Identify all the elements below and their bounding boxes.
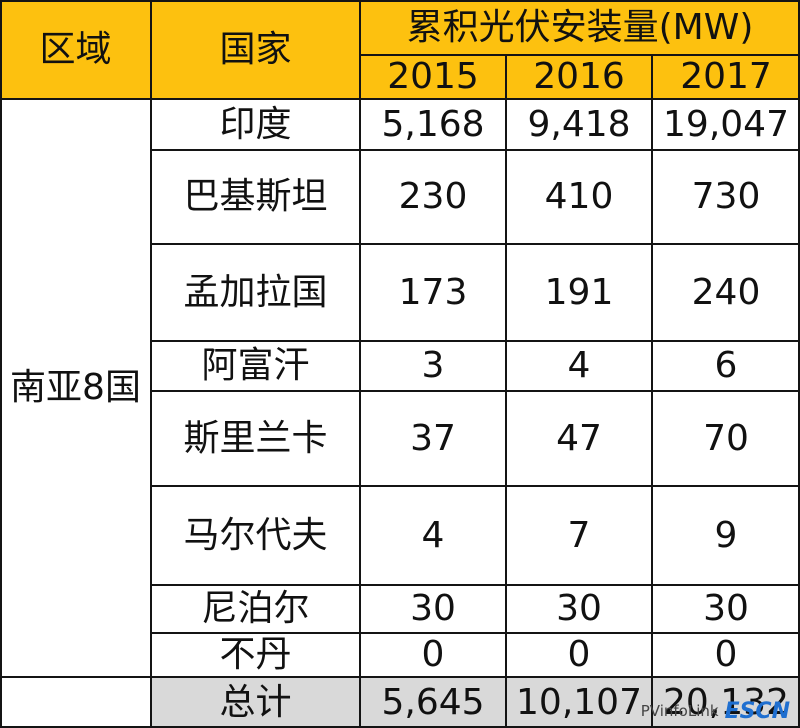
- country-name: 尼泊尔: [201, 588, 310, 629]
- table-cell-value: 0: [567, 634, 591, 675]
- country-name: 斯里兰卡: [183, 417, 328, 459]
- total-value-2017: 20,132: [652, 677, 800, 728]
- table-cell-value: 9,418: [527, 103, 631, 145]
- table-cell-value: 410: [544, 176, 614, 217]
- table-cell-value: 0: [421, 634, 445, 675]
- watermark-text: PVinfoLink: [640, 702, 719, 720]
- country-name: 马尔代夫: [183, 514, 328, 556]
- table-cell-value: 730: [691, 176, 761, 217]
- table-cell-value: 173: [398, 271, 468, 313]
- total-label: 总计: [151, 677, 360, 728]
- header-year-2015: 2015: [360, 55, 506, 99]
- table-cell-value: 30: [556, 588, 602, 629]
- country-name: 阿富汗: [201, 345, 310, 386]
- header-country: 国家: [151, 0, 360, 99]
- country-name: 孟加拉国: [183, 271, 328, 313]
- watermark: PVinfoLink ESCN: [641, 698, 790, 724]
- table-cell-value: 240: [691, 271, 761, 313]
- table-cell-value: 3: [421, 345, 445, 386]
- table-cell-value: 230: [398, 176, 468, 217]
- country-name: 不丹: [219, 634, 292, 675]
- total-value-2016: 10,107: [506, 677, 652, 728]
- country-name: 印度: [219, 103, 292, 145]
- header-metric: 累积光伏安装量(MW): [360, 0, 800, 55]
- table-cell-value: 0: [714, 634, 738, 675]
- table-cell-value: 4: [421, 514, 445, 556]
- table-cell-value: 37: [410, 417, 456, 459]
- table-cell-value: 19,047: [663, 103, 789, 145]
- table-cell-value: 4: [567, 345, 591, 386]
- table-cell-value: 70: [703, 417, 749, 459]
- header-year-2017: 2017: [652, 55, 800, 99]
- table-cell-value: 30: [410, 588, 456, 629]
- header-year-2016: 2016: [506, 55, 652, 99]
- table-cell-value: 191: [544, 271, 614, 313]
- table-cell-value: 9: [714, 514, 738, 556]
- region-name: 南亚8国: [10, 367, 141, 408]
- table-cell-value: 30: [703, 588, 749, 629]
- table-cell-value: 6: [714, 345, 738, 386]
- table-cell-value: 47: [556, 417, 602, 459]
- total-value-2015: 5,645: [360, 677, 506, 728]
- table-cell-value: 5,168: [381, 103, 485, 145]
- watermark-logo: ESCN: [724, 698, 790, 724]
- country-name: 巴基斯坦: [183, 176, 328, 217]
- header-region: 区域: [0, 0, 151, 99]
- table-cell-value: 7: [567, 514, 591, 556]
